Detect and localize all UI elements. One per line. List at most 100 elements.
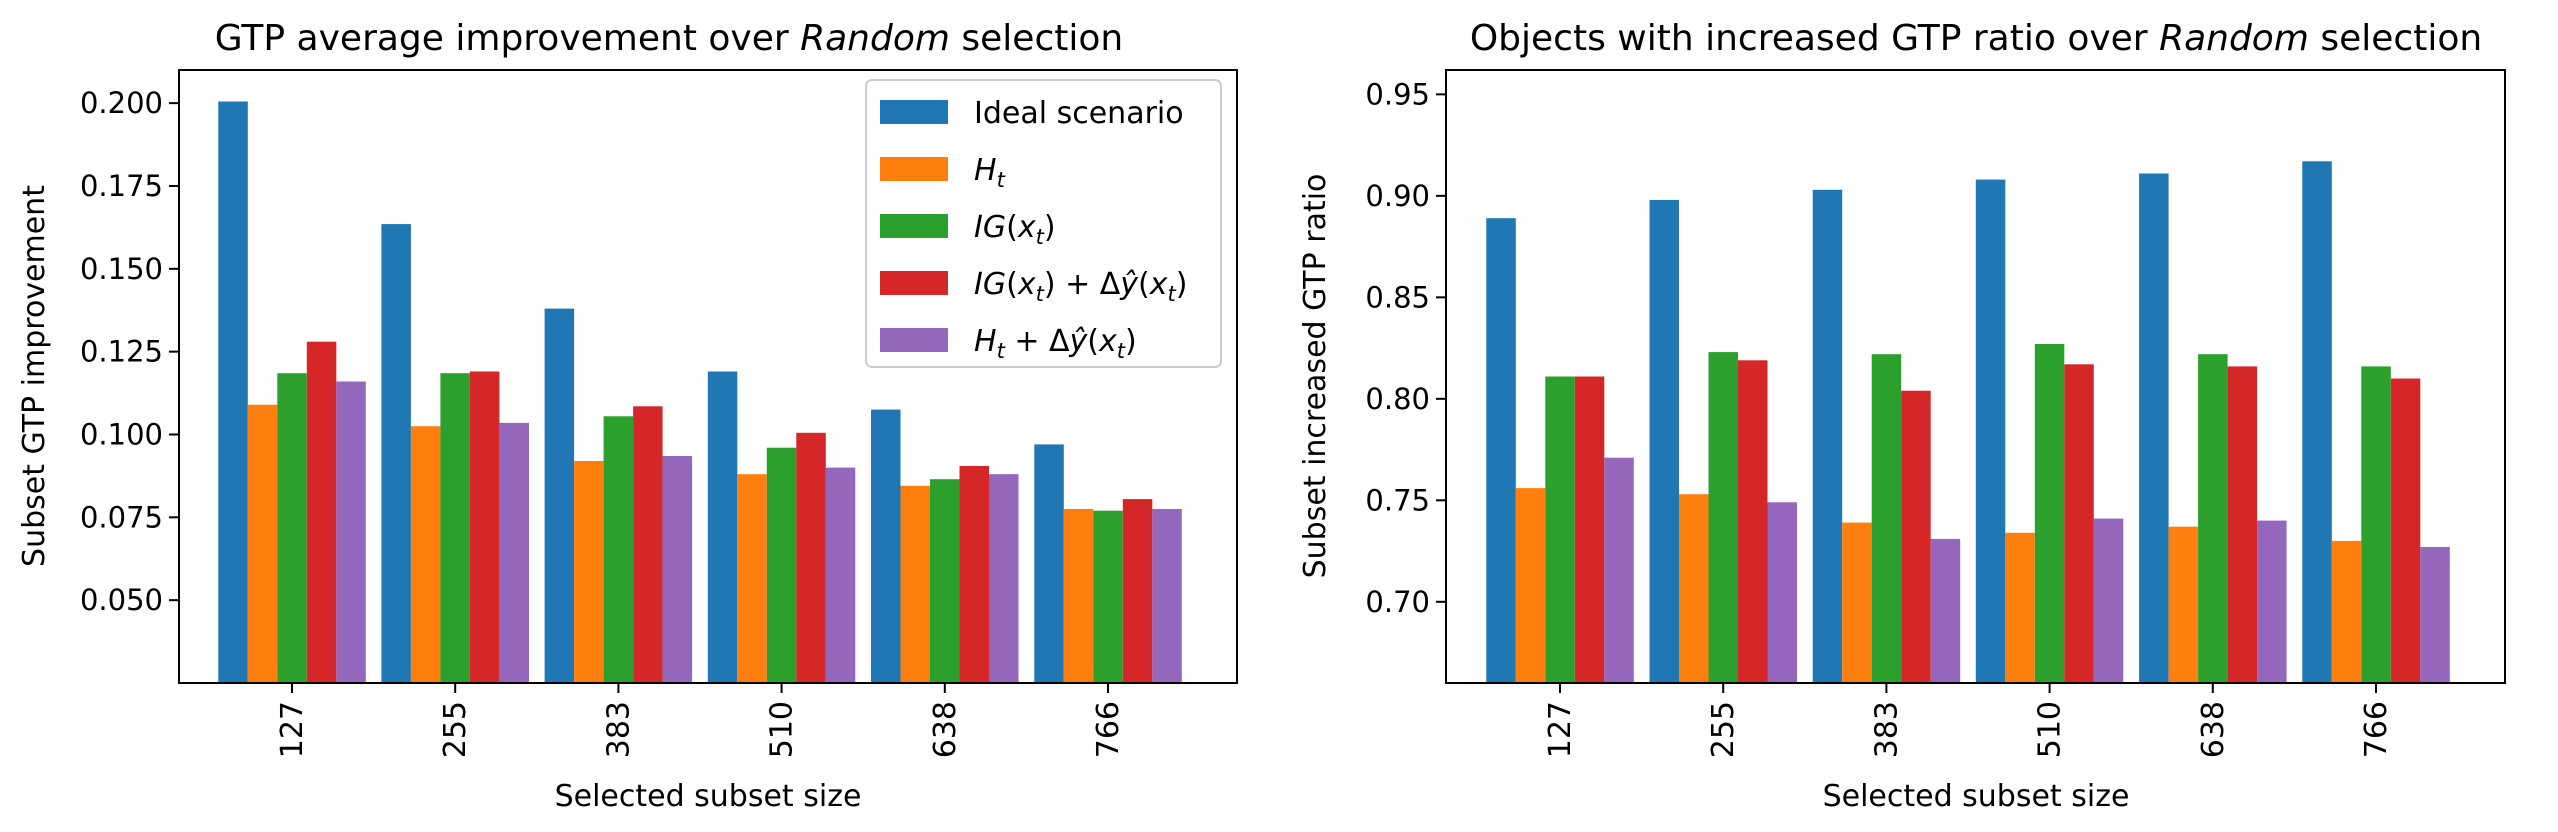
y-axis-label: Subset GTP improvement	[17, 185, 52, 567]
y-tick-label: 0.175	[80, 169, 163, 203]
x-axis-label: Selected subset size	[555, 779, 862, 814]
bars-group	[218, 101, 1182, 683]
bar-127-series-2	[1545, 376, 1575, 683]
x-tick-label: 383	[601, 701, 636, 758]
x-axis: 127 255 383 510 638 766	[275, 683, 1126, 758]
bar-766-series-2	[1093, 510, 1123, 683]
bar-127-series-0	[1486, 218, 1516, 683]
bar-127-series-1	[1515, 488, 1546, 683]
bar-255-series-0	[1649, 199, 1679, 683]
legend-swatch	[880, 328, 948, 352]
bar-383-series-3	[633, 406, 663, 683]
legend-entry: Ht	[974, 153, 1006, 192]
bar-255-series-0	[381, 224, 411, 683]
y-tick-label: 0.100	[80, 417, 163, 451]
bar-383-series-4	[1930, 538, 1961, 683]
y-tick-label: 0.075	[80, 500, 163, 534]
x-tick-label: 766	[1091, 701, 1126, 758]
plot-frame	[178, 69, 1238, 684]
bar-255-series-2	[440, 373, 470, 683]
y-axis-label: Subset increased GTP ratio	[1298, 174, 1333, 579]
bar-383-series-2	[1871, 354, 1902, 683]
y-tick-label: 0.95	[1365, 77, 1430, 111]
bar-510-series-3	[2064, 364, 2094, 683]
bar-383-series-0	[544, 308, 575, 683]
bar-638-series-3	[2227, 366, 2258, 683]
x-tick-label: 638	[2196, 701, 2231, 758]
bar-638-series-2	[930, 479, 960, 683]
bar-510-series-4	[825, 467, 856, 683]
bar-127-series-2	[277, 373, 307, 683]
plot-frame	[1445, 69, 2506, 684]
bar-766-series-3	[1122, 499, 1153, 683]
bar-510-series-0	[707, 371, 738, 683]
legend-swatch	[880, 100, 948, 124]
bar-383-series-3	[1901, 390, 1931, 683]
bar-255-series-1	[410, 426, 441, 683]
y-tick-label: 0.70	[1365, 585, 1430, 619]
bar-510-series-2	[2034, 344, 2065, 683]
x-tick-label: 510	[765, 701, 800, 758]
legend-swatch	[880, 214, 948, 238]
x-tick-label: 127	[1543, 701, 1578, 758]
y-axis: 0.70 0.75 0.80 0.85 0.90 0.95	[1365, 77, 1446, 619]
legend-box	[865, 79, 1222, 368]
y-tick-label: 0.200	[80, 86, 163, 120]
x-tick-label: 638	[928, 701, 963, 758]
bar-638-series-0	[2139, 173, 2169, 683]
legend-entry: Ideal scenario	[974, 96, 1184, 131]
legend-entry: IG(xt)	[974, 210, 1056, 249]
legend-entry: Ht + Δŷ(xt)	[974, 324, 1137, 363]
y-tick-label: 0.90	[1365, 179, 1430, 213]
bar-766-series-0	[1034, 444, 1064, 683]
bar-510-series-4	[2093, 518, 2124, 683]
x-tick-label: 255	[438, 701, 473, 758]
x-axis-label: Selected subset size	[1823, 779, 2130, 814]
bar-383-series-2	[603, 416, 634, 683]
bar-638-series-4	[2257, 520, 2287, 683]
bar-766-series-2	[2361, 366, 2391, 683]
chart-increased-gtp-ratio: Objects with increased GTP ratio over Ra…	[1298, 18, 2506, 814]
legend-swatch	[880, 157, 948, 181]
y-tick-label: 0.150	[80, 252, 163, 286]
bar-766-series-3	[2390, 378, 2421, 683]
bar-255-series-3	[1738, 360, 1768, 683]
bar-510-series-0	[1975, 179, 2006, 683]
y-tick-label: 0.85	[1365, 280, 1430, 314]
chart-gtp-improvement: GTP average improvement over Random sele…	[17, 18, 1238, 814]
bar-383-series-0	[1812, 189, 1843, 684]
bar-510-series-3	[796, 432, 826, 683]
legend-swatch	[880, 271, 948, 295]
bar-510-series-2	[766, 447, 797, 683]
bar-766-series-1	[2331, 540, 2362, 683]
x-tick-label: 510	[2033, 701, 2068, 758]
x-tick-label: 255	[1706, 701, 1741, 758]
x-tick-label: 127	[275, 701, 310, 758]
bar-638-series-1	[900, 485, 930, 683]
bar-638-series-3	[959, 466, 989, 683]
bar-127-series-3	[1574, 376, 1605, 683]
bar-255-series-3	[469, 371, 500, 683]
y-tick-label: 0.80	[1365, 382, 1430, 416]
bar-638-series-0	[871, 409, 901, 683]
bars-group	[1486, 161, 2450, 684]
bar-255-series-2	[1708, 352, 1738, 683]
y-axis: 0.050 0.075 0.100 0.125 0.150 0.175 0.200	[80, 86, 179, 617]
bar-510-series-1	[737, 474, 767, 683]
y-tick-label: 0.125	[80, 335, 163, 369]
bar-127-series-4	[336, 381, 366, 683]
bar-766-series-1	[1063, 509, 1094, 683]
bar-127-series-3	[306, 341, 337, 683]
bar-638-series-1	[2168, 526, 2199, 683]
chart-title: Objects with increased GTP ratio over Ra…	[1470, 18, 2482, 59]
y-tick-label: 0.050	[80, 583, 163, 617]
bar-255-series-4	[1767, 502, 1797, 683]
bar-383-series-4	[662, 456, 693, 683]
x-axis: 127 255 383 510 638 766	[1543, 683, 2394, 758]
x-tick-label: 383	[1869, 701, 1904, 758]
bar-766-series-4	[2420, 547, 2450, 683]
x-tick-label: 766	[2359, 701, 2394, 758]
legend: Ideal scenario Ht IG(xt) IG(xt) + Δŷ(xt) Ht …	[865, 79, 1222, 368]
bar-127-series-0	[218, 101, 248, 683]
